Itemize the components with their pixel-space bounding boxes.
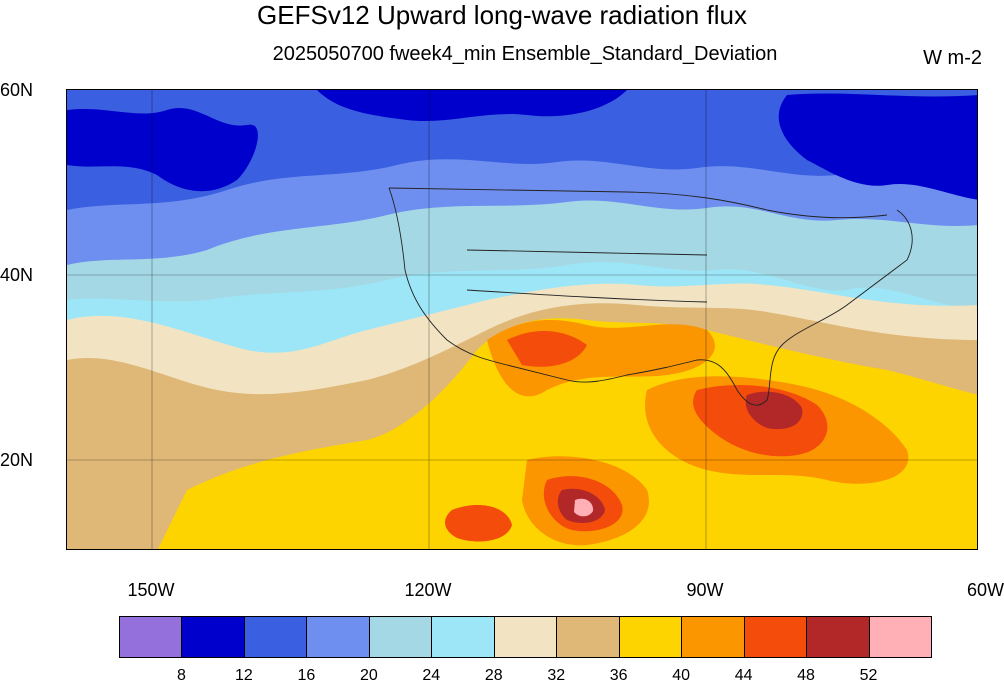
- lon-label-60w: 60W: [966, 580, 1004, 600]
- lat-label-20n: 20N: [0, 450, 34, 470]
- lat-label-60n: 60N: [0, 80, 34, 100]
- field-12-16-c: [317, 90, 627, 122]
- colorbar-label: 16: [297, 667, 316, 684]
- contour-map: [67, 90, 977, 549]
- colorbar-swatch: [868, 616, 932, 658]
- coastlines: [388, 187, 913, 406]
- field-16-20: [67, 90, 977, 210]
- field-12-16-b: [778, 93, 977, 200]
- colorbar-swatch: [181, 616, 245, 658]
- lon-label-150w: 150W: [127, 580, 175, 600]
- colorbar-swatch: [306, 616, 370, 658]
- lat-label-40n: 40N: [0, 265, 34, 285]
- lon-label-90w: 90W: [686, 580, 724, 600]
- colorbar-label: 36: [609, 667, 628, 684]
- field-48-52-d: [445, 505, 512, 542]
- colorbar-label: 24: [422, 667, 441, 684]
- field-52-plus-a: [745, 391, 803, 430]
- map-title: GEFSv12 Upward long-wave radiation flux: [257, 0, 747, 30]
- colorbar-label: 44: [734, 667, 753, 684]
- field-40-44: [157, 318, 977, 549]
- colorbar-label: 48: [797, 667, 815, 684]
- colorbar: [119, 616, 932, 658]
- colorbar-swatch: [681, 616, 745, 658]
- colorbar-label: 32: [547, 667, 566, 684]
- colorbar-swatch: [119, 616, 183, 658]
- colorbar-swatch: [806, 616, 870, 658]
- colorbar-label: 8: [177, 667, 186, 684]
- colorbar-label: 40: [672, 667, 691, 684]
- lon-label-120w: 120W: [404, 580, 452, 600]
- colorbar-swatch: [243, 616, 308, 658]
- colorbar-label: 52: [859, 667, 878, 684]
- colorbar-label: 12: [235, 667, 253, 684]
- field-max: [574, 498, 594, 517]
- field-12-16-a: [67, 107, 258, 192]
- colorbar-swatch: [743, 616, 808, 658]
- colorbar-label: 20: [359, 667, 378, 684]
- colorbar-swatch: [556, 616, 620, 658]
- colorbar-swatch: [431, 616, 495, 658]
- graticule: [67, 90, 977, 549]
- map-plot-area: [66, 89, 978, 550]
- units-label: W m-2: [923, 47, 982, 69]
- colorbar-label: 28: [484, 667, 503, 684]
- colorbar-swatch: [493, 616, 558, 658]
- colorbar-swatch: [618, 616, 683, 658]
- map-subtitle: 2025050700 fweek4_min Ensemble_Standard_…: [272, 43, 778, 65]
- field-48-52-a: [507, 330, 587, 367]
- colorbar-swatch: [368, 616, 433, 658]
